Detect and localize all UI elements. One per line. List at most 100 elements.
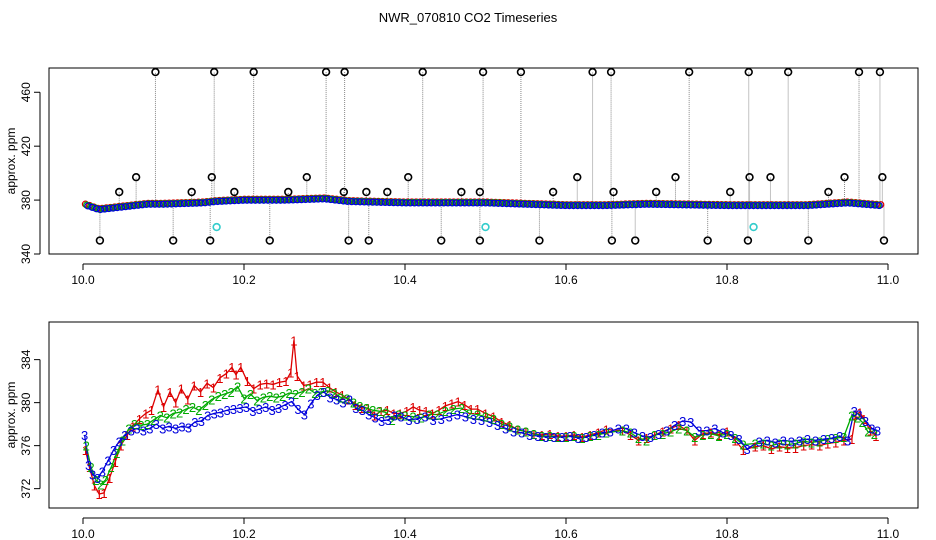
series-3-point: 3	[446, 410, 453, 425]
baseline-point-s3	[653, 200, 661, 209]
series-3-point: 3	[510, 425, 517, 440]
series-3-point: 3	[874, 424, 881, 439]
baseline-point-s3	[590, 202, 599, 210]
series-1-point: 1	[160, 400, 167, 415]
baseline-point-s3	[373, 198, 381, 206]
baseline-point-s3	[616, 201, 624, 209]
series-3-point: 3	[110, 443, 117, 458]
baseline-point-s3	[749, 202, 758, 210]
series-1-point: 1	[100, 486, 107, 501]
flagged-high-point	[340, 67, 349, 77]
series-3-point: 3	[320, 385, 327, 400]
series-1-point: 1	[498, 415, 505, 430]
flagged-mid-point	[475, 187, 485, 197]
series-3-point: 3	[574, 431, 581, 446]
baseline-point-s3	[410, 199, 419, 207]
bottom-x-tick-label: 10.4	[393, 527, 417, 540]
series-1-point: 1	[416, 403, 423, 418]
baseline-point-s3	[532, 201, 540, 209]
series-1-point: 1	[112, 455, 119, 470]
baseline-point-s3	[239, 196, 247, 204]
top-x-tick-label: 10.2	[232, 273, 256, 287]
series-1-point: 1	[856, 405, 863, 420]
baseline-point-s3	[293, 196, 301, 204]
series-3-point: 3	[486, 415, 493, 430]
series-1-point: 1	[731, 433, 738, 448]
series-2-point: 2	[369, 403, 376, 418]
flagged-mid-point	[230, 187, 239, 197]
series-2-point: 2	[260, 390, 267, 405]
baseline-point-s3	[837, 199, 846, 207]
flagged-low-point	[535, 236, 544, 245]
flagged-high-point	[875, 67, 885, 77]
series-2-point: 2	[182, 402, 189, 417]
series-2-point: 2	[691, 430, 698, 445]
baseline-point-s3	[595, 202, 603, 210]
baseline-point-s3	[582, 202, 590, 210]
top-y-tick-label: 460	[19, 82, 33, 102]
baseline-point-s3	[101, 205, 109, 213]
baseline-point-s3	[251, 196, 260, 204]
series-3-point: 3	[599, 426, 606, 441]
flagged-mid-point	[284, 187, 293, 197]
series-2-point: 2	[279, 389, 286, 404]
cyan-point	[749, 222, 758, 232]
baseline-point-s3	[440, 199, 448, 207]
series-1-point: 1	[216, 371, 223, 386]
baseline-point-s3	[209, 198, 218, 206]
series-2-point: 2	[859, 415, 866, 430]
series-3-point: 3	[655, 427, 662, 442]
baseline-point-s3	[737, 202, 745, 210]
series-1-point: 1	[82, 443, 89, 458]
bottom-y-tick-label: 376	[19, 435, 33, 455]
series-1-point: 1	[675, 418, 682, 433]
series-3-point: 3	[405, 413, 412, 428]
bottom-axes: 10.0 10.2 10.4 10.6 10.8 11.0 372 376 380 384	[19, 349, 900, 540]
baseline-point-s3	[578, 202, 586, 210]
baseline-point-s3	[222, 197, 230, 205]
series-3-point: 3	[99, 464, 106, 479]
baseline-point-s3	[205, 198, 213, 206]
series-1-point: 1	[667, 421, 674, 436]
series-2-point: 2	[324, 384, 331, 399]
series-2-point: 2	[157, 409, 164, 424]
flagged-high-point	[783, 67, 793, 77]
series-2-point: 2	[707, 427, 714, 442]
series-3-point: 3	[397, 410, 404, 425]
series-1-point: 1	[154, 383, 161, 398]
series-3-point: 3	[862, 414, 869, 429]
series-3-point: 3	[391, 409, 398, 424]
series-2-point: 2	[292, 387, 299, 402]
baseline-point-s3	[419, 199, 427, 207]
series-2-point: 2	[442, 404, 449, 419]
series-3-point: 3	[281, 398, 288, 413]
series-3-point: 3	[230, 402, 237, 417]
series-2-point: 2	[816, 434, 823, 449]
series-1-point: 1	[752, 440, 759, 455]
flagged-low-point	[879, 236, 889, 245]
baseline-point-s3	[875, 201, 883, 210]
baseline-point-s3	[477, 199, 486, 207]
series-3-point: 3	[430, 413, 437, 428]
bottom-x-tick-label: 11.0	[877, 527, 900, 540]
flagged-low-point	[265, 236, 274, 245]
series-1-point: 1	[364, 401, 371, 416]
series-2-point: 2	[546, 429, 553, 444]
baseline-point-s3	[858, 200, 867, 208]
baseline-point-s3	[507, 200, 515, 208]
series-1-point: 1	[129, 419, 136, 434]
baseline-point-s3	[833, 200, 841, 208]
baseline-point-s3	[540, 201, 548, 209]
series-2-point: 2	[311, 386, 318, 401]
series-2-point: 2	[119, 433, 126, 448]
series-3-point: 3	[104, 454, 111, 469]
baseline-point-s3	[314, 195, 322, 203]
flagged-mid-point	[878, 172, 887, 182]
series-3-point: 3	[679, 414, 686, 429]
baseline-point-s3	[465, 199, 473, 207]
baseline-point-s3	[247, 196, 255, 204]
series-2-point: 2	[530, 427, 537, 442]
bottom-y-tick-label: 384	[19, 349, 33, 369]
baseline-point-s3	[197, 199, 205, 207]
